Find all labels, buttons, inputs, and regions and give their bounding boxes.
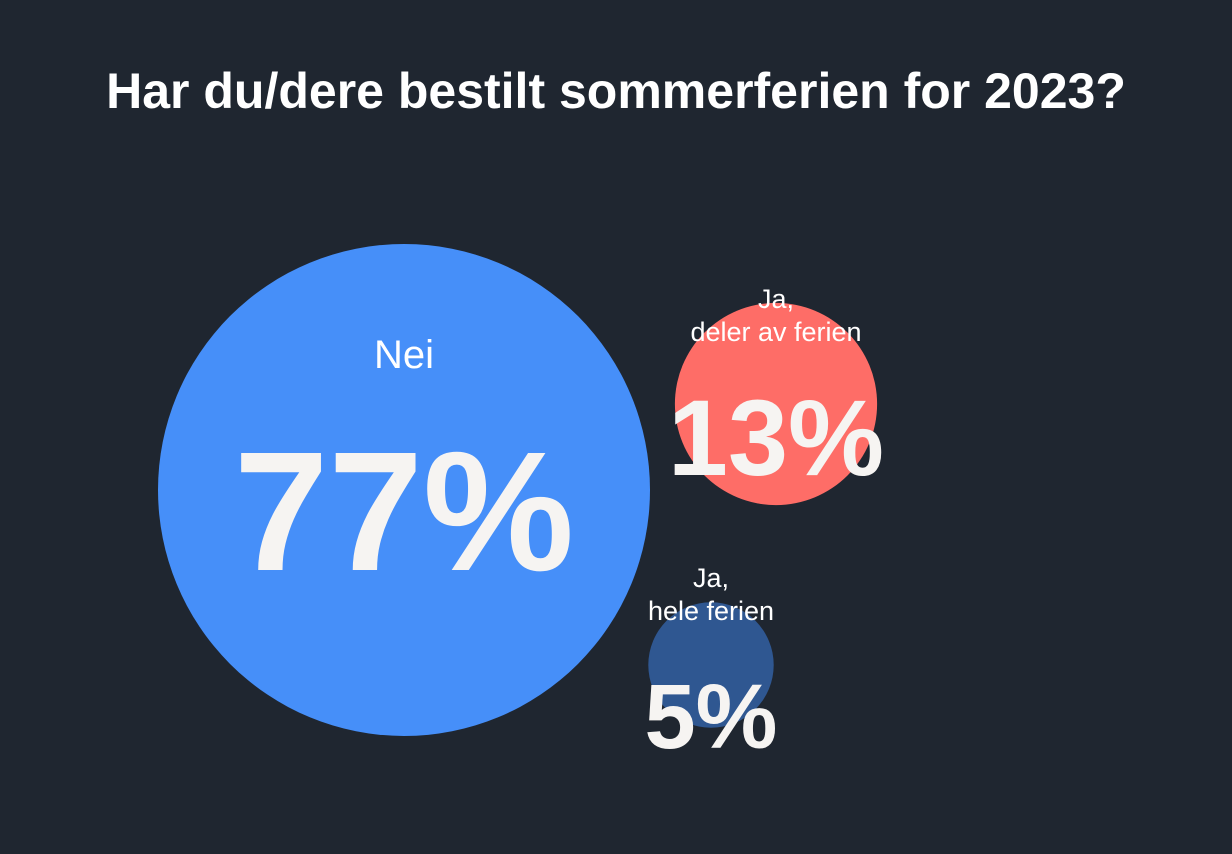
bubble-label-ja-hele-line-1: Ja,	[693, 563, 729, 593]
bubble-ja-deler: Ja,deler av ferien 13%	[668, 284, 884, 506]
chart-title: Har du/dere bestilt sommerferien for 202…	[106, 63, 1126, 119]
bubble-value-ja-hele: 5%	[645, 666, 778, 768]
bubble-value-ja-deler: 13%	[668, 377, 884, 498]
bubble-circle-ja-hele	[648, 602, 774, 728]
bubble-circle-ja-deler	[674, 302, 878, 506]
bubble-nei: Nei 77%	[158, 244, 650, 736]
bubble-label-nei-line-1: Nei	[374, 333, 434, 377]
bubble-circle-nei	[158, 244, 650, 736]
bubble-ja-hele: Ja,hele ferien 5%	[645, 563, 778, 768]
bubble-label-ja-hele-line-2: hele ferien	[648, 596, 774, 626]
bubble-label-ja-deler-line-2: deler av ferien	[690, 317, 861, 347]
bubble-label-ja-deler-line-1: Ja,	[758, 284, 794, 314]
bubble-value-nei: 77%	[234, 417, 574, 607]
